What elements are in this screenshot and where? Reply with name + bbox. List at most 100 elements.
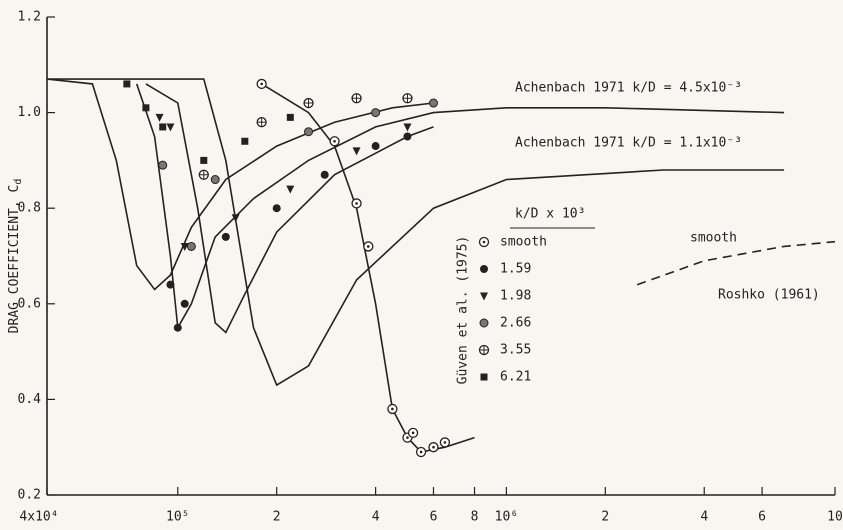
- marker: [480, 265, 488, 273]
- marker-dot: [391, 407, 394, 411]
- marker: [351, 198, 362, 209]
- x-tick-label: 6: [758, 510, 766, 525]
- marker: [478, 344, 490, 356]
- marker: [363, 241, 374, 252]
- marker: [166, 123, 175, 132]
- y-label-sub: d: [13, 179, 24, 185]
- x-tick-label: 10⁶: [495, 510, 518, 525]
- marker: [166, 280, 175, 289]
- marker: [180, 242, 189, 251]
- legend-label: 1.59: [500, 262, 531, 277]
- marker-dot: [355, 202, 358, 205]
- marker: [231, 214, 240, 223]
- marker: [200, 156, 208, 164]
- marker: [403, 132, 412, 141]
- y-tick-label: 0.8: [18, 201, 41, 216]
- marker: [159, 123, 167, 131]
- marker: [480, 292, 488, 301]
- marker: [155, 113, 164, 122]
- marker: [186, 241, 196, 251]
- marker: [478, 236, 490, 248]
- y-tick-label: 1.2: [18, 10, 41, 25]
- marker-dot: [406, 436, 409, 439]
- x-tick-label: 10: [827, 510, 843, 525]
- annotation: smooth: [690, 231, 737, 246]
- legend-label: 2.66: [500, 316, 531, 331]
- marker: [198, 169, 209, 180]
- marker: [304, 127, 314, 137]
- x-tick-label: 10⁵: [166, 510, 189, 525]
- marker: [272, 204, 281, 213]
- y-axis-label: DRAG COEFFICIENT, Cd: [7, 179, 25, 334]
- marker: [256, 78, 267, 90]
- marker: [428, 442, 439, 453]
- marker: [286, 185, 295, 194]
- marker-dot: [419, 450, 423, 454]
- x-tick-label: 4x10⁴: [19, 510, 58, 525]
- marker: [402, 93, 413, 104]
- marker-cross: [352, 93, 362, 103]
- curve: [46, 78, 434, 291]
- marker-dot: [260, 82, 263, 86]
- marker: [351, 93, 362, 104]
- marker: [123, 80, 131, 88]
- x-tick-label: 2: [601, 510, 609, 525]
- marker-cross: [479, 345, 489, 355]
- marker-dot: [482, 240, 486, 244]
- x-tick-label: 2: [273, 510, 281, 525]
- marker: [439, 437, 451, 448]
- legend-label: 3.55: [500, 343, 531, 358]
- marker-cross: [257, 117, 267, 127]
- marker-dot: [443, 441, 447, 444]
- y-tick-label: 1.0: [18, 105, 41, 120]
- y-tick-label: 0.4: [18, 392, 42, 407]
- marker: [371, 108, 381, 118]
- curve: [47, 78, 785, 387]
- y-tick-label: 0.2: [18, 488, 41, 503]
- legend-group-label: Güven et al. (1975): [456, 236, 471, 385]
- marker-dot: [366, 245, 370, 248]
- x-tick-label: 8: [471, 510, 479, 525]
- marker: [241, 137, 249, 145]
- marker: [387, 403, 398, 415]
- legend-title: k/D x 10³: [515, 207, 585, 222]
- annotation: Achenbach 1971 k/D = 4.5x10⁻³: [515, 81, 742, 96]
- marker: [286, 113, 294, 121]
- marker-cross: [199, 170, 209, 180]
- marker: [320, 170, 329, 179]
- marker: [407, 427, 419, 439]
- x-tick-label: 6: [430, 510, 438, 525]
- legend-label: smooth: [500, 235, 547, 250]
- marker-dot: [333, 139, 336, 143]
- marker: [415, 446, 427, 458]
- annotation: Achenbach 1971 k/D = 1.1x10⁻³: [515, 136, 742, 151]
- marker: [480, 373, 488, 381]
- marker: [142, 104, 150, 112]
- y-tick-label: 0.6: [18, 296, 41, 311]
- legend-label: 1.98: [500, 289, 531, 304]
- legend-label: 6.21: [500, 370, 531, 385]
- annotation: Roshko (1961): [718, 288, 820, 303]
- marker: [180, 299, 189, 308]
- marker: [403, 123, 412, 132]
- marker-cross: [304, 98, 314, 108]
- marker: [158, 160, 168, 170]
- marker: [479, 318, 489, 328]
- curve: [135, 83, 785, 331]
- marker-cross: [402, 93, 412, 103]
- marker: [303, 97, 314, 109]
- y-label-text: DRAG COEFFICIENT, C: [7, 185, 22, 334]
- marker: [210, 175, 220, 185]
- marker: [221, 232, 230, 241]
- marker: [256, 117, 267, 128]
- marker: [329, 136, 340, 147]
- marker: [173, 323, 182, 332]
- x-tick-label: 4: [700, 510, 708, 525]
- marker: [371, 142, 380, 151]
- x-tick-label: 4: [372, 510, 380, 525]
- marker: [428, 98, 438, 108]
- marker-dot: [432, 445, 435, 449]
- marker-dot: [411, 431, 415, 435]
- curve: [636, 240, 836, 286]
